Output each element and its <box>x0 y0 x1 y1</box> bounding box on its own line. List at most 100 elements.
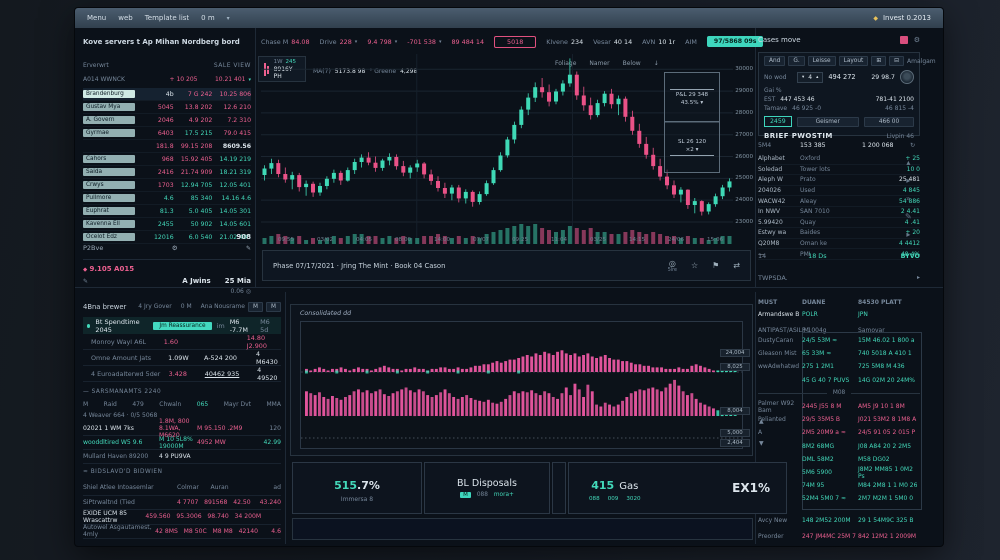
panel-mini-button[interactable]: M <box>265 301 281 312</box>
scale-tab-0[interactable]: Foliage <box>555 60 577 67</box>
thead-cell[interactable]: Raid <box>103 401 117 408</box>
br-footer-row[interactable]: Avcy New 148 2M52 200M 29 1 54M9C 325 B <box>758 512 920 528</box>
bid-row[interactable]: Shiel Atlee Intoasemlar Colmar Auran ad <box>83 481 281 496</box>
br-row[interactable]: 52M4 5M0 7 ≈ 2M7 M2M 1 5M0 0 <box>758 492 920 505</box>
edit-icon[interactable]: ✎ <box>245 244 251 252</box>
thead-cell[interactable]: M <box>83 401 89 408</box>
br-footer-row[interactable]: Preorder 247 JM4MC 25M 7 842 12M2 1 2009… <box>758 528 920 544</box>
legend-timeframe[interactable]: 1W <box>273 58 283 65</box>
side-tool-icon-3[interactable]: ✎ <box>905 212 912 221</box>
stat-badge[interactable]: 088 <box>476 492 488 498</box>
watchlist-row[interactable]: Gyrmae 6403 17.5 215 79.0 415 <box>83 127 251 140</box>
position-row[interactable]: Soledad Tower lots 10 0 <box>758 165 920 176</box>
resize-icon[interactable]: ▸ <box>916 274 920 281</box>
col-size[interactable]: 153 385 <box>800 142 826 149</box>
side-tool-icon-1[interactable]: ▸ <box>906 176 911 185</box>
toolbar-button-10[interactable]: 97/5868 09s <box>706 36 764 47</box>
toolbar-item-3[interactable]: -701 538 ▾ <box>407 37 442 46</box>
circle-icon[interactable]: ◎ <box>245 288 251 295</box>
br-row[interactable]: Gleason Mist 65 33M ≈ 740 5018 A 410 1 <box>758 347 920 360</box>
br-row[interactable]: A 2M5 20M9 a ≈ 24/5 91 05 2 015 P <box>758 426 920 439</box>
stat-badge[interactable]: 009 <box>607 496 619 502</box>
col-symbol[interactable]: 5M4 <box>758 142 772 149</box>
field-geismer[interactable]: Geismer <box>796 116 859 127</box>
br-row[interactable]: 5M6 5900 J8M2 MM85 1 0M2 Ps <box>758 466 920 480</box>
selected-pill[interactable]: Jm Reassurance <box>153 321 212 330</box>
list-icon[interactable]: ⊟ <box>889 56 905 66</box>
selected-position-row[interactable]: Bt Spendtime 2045 Jm Reassurance im M6 -… <box>83 317 281 334</box>
sort-up-icon[interactable]: ▲ <box>759 418 764 425</box>
toolbar-item-4[interactable]: 89 484 14 <box>451 37 485 46</box>
br-row[interactable]: 8M2 68MG J08 A84 20 2 2M5 <box>758 440 920 453</box>
summary-row[interactable]: Monroy Wayl A6L 1.60 14.80 J2.900 <box>83 334 281 350</box>
toolbar-button-5[interactable]: 5018 <box>494 35 537 48</box>
toolbar-item-9[interactable]: AIM <box>685 37 697 46</box>
stat-badge[interactable]: mora+ <box>493 492 514 498</box>
thead-cell[interactable]: 479 <box>132 401 144 408</box>
watchlist-row[interactable]: Cahors 968 15.92 405 14.19 219 <box>83 153 251 166</box>
symbol-chip[interactable]: Gyrmae <box>83 129 135 137</box>
grid-icon[interactable]: ⊞ <box>871 56 887 66</box>
br-row[interactable]: 74M 95 M84 2M8 1 1 M0 26 <box>758 479 920 492</box>
bl-tab-0[interactable]: 4 Jry Gover <box>138 303 172 310</box>
scale-tab-2[interactable]: Below <box>622 60 641 67</box>
summary-row[interactable]: Omne Amount Jats 1.09W A-524 200 4 M6430 <box>83 350 281 366</box>
symbol-chip[interactable]: Gustav Mya <box>83 103 135 111</box>
stat-box-1[interactable]: 515.7% Immersa 8 <box>292 462 422 514</box>
alert-chip-icon[interactable] <box>899 36 908 44</box>
watchlist-row[interactable]: 181.8 99.15 208 8609.56 <box>83 140 251 153</box>
order-tab-3[interactable]: Layout <box>838 56 869 66</box>
download-icon[interactable]: ↓ <box>653 60 659 67</box>
symbol-chip[interactable]: Saida <box>83 168 135 176</box>
thead-cell[interactable]: 065 <box>196 401 209 408</box>
leverage-link[interactable]: Livpin 46 <box>886 132 914 140</box>
sort-down-icon[interactable]: ▼ <box>759 440 764 447</box>
toolbar-item-1[interactable]: Drive 228 ▾ <box>319 37 358 46</box>
watchlist-row[interactable]: Brandenburg 4b 7 G 242 10.25 806 <box>83 88 251 101</box>
target-icon[interactable]: ◎ 5lre <box>667 258 677 273</box>
order-tab-advanced[interactable]: Amalgam <box>907 57 936 65</box>
volume-histogram[interactable] <box>301 322 742 448</box>
toolbar-item-8[interactable]: AVN 10 1r <box>642 37 676 46</box>
command-input[interactable] <box>292 518 753 540</box>
menu-item-0[interactable]: Menu <box>87 14 107 22</box>
toolbar-item-0[interactable]: Chase M 84.08 <box>261 37 310 46</box>
watchlist-row[interactable]: A. Govern 2046 4.9 202 7.2 310 <box>83 114 251 127</box>
watchlist-row[interactable]: Gustav Mya 5045 13.8 202 12.6 210 <box>83 101 251 114</box>
field-total[interactable]: 466 00 <box>864 116 914 127</box>
toolbar-item-7[interactable]: Vesar 40 14 <box>593 37 633 46</box>
side-tool-icon-2[interactable]: » <box>905 194 911 203</box>
watchlist-col-b[interactable]: 10.21 401 <box>214 76 246 83</box>
menu-item-2[interactable]: Template list <box>144 14 190 22</box>
gear-icon[interactable]: ⚙ <box>171 244 178 252</box>
stat-badge[interactable]: 3020 <box>626 496 641 502</box>
br-row[interactable]: wwAdwhatwd 275 1 2M1 725 5M8 M 436 <box>758 360 920 373</box>
position-row[interactable]: Alphabet Oxford + 25 <box>758 154 920 165</box>
order-tab-2[interactable]: Leisse <box>807 56 836 66</box>
stat-box-2[interactable]: BL Disposals M 088 mora+ <box>424 462 550 514</box>
br-row[interactable]: 45 G 40 7 PUVS 14G 02M 20 24M% <box>758 374 920 387</box>
watchlist-view-toggle[interactable]: SALE VIEW <box>213 62 251 69</box>
flag-icon[interactable]: ⚑ <box>712 261 720 270</box>
watchlist-col-name[interactable]: A014 WWNCK <box>83 76 125 83</box>
watchlist-row[interactable]: Saida 2416 21.74 909 18.21 319 <box>83 166 251 179</box>
chevron-down-icon[interactable]: ▾ <box>226 14 230 22</box>
stat-badge[interactable]: 088 <box>589 496 600 502</box>
submit-order-button[interactable]: BRIEF PWOSTIM <box>764 132 833 140</box>
scale-tab-1[interactable]: Namer <box>589 60 610 67</box>
position-row[interactable]: 5.99420 Quay 4 .41 <box>758 218 920 229</box>
amount-value[interactable]: 494 272 <box>828 73 856 81</box>
thead-cell[interactable]: MMA <box>266 401 281 408</box>
price-chip[interactable]: 2459 <box>764 116 792 127</box>
topbar-account[interactable]: ◆ Invest 0.2013 <box>873 14 931 22</box>
sl-order-overlay[interactable]: SL 26 120 ×2 ▾ <box>664 121 720 173</box>
toolbar-item-2[interactable]: 9.4 798 ▾ <box>367 37 398 46</box>
symbol-chip[interactable]: Brandenburg <box>83 90 135 98</box>
watchlist-col-a[interactable]: + 10 205 <box>169 76 198 83</box>
watchlist-row[interactable]: Ocelot Edz 12016 6.0 540 21.02 405 <box>83 231 251 244</box>
watchlist-row[interactable]: Crwys 1703 12.94 705 12.05 401 <box>83 179 251 192</box>
symbol-chip[interactable]: Kavenna Ell <box>83 220 135 228</box>
br-row[interactable]: DustyCaran 24/5 53M ≈ 15M 46.02 1 800 a <box>758 334 920 347</box>
refresh-icon[interactable]: ↻ <box>910 142 916 149</box>
symbol-chip[interactable]: Euphrat <box>83 207 135 215</box>
